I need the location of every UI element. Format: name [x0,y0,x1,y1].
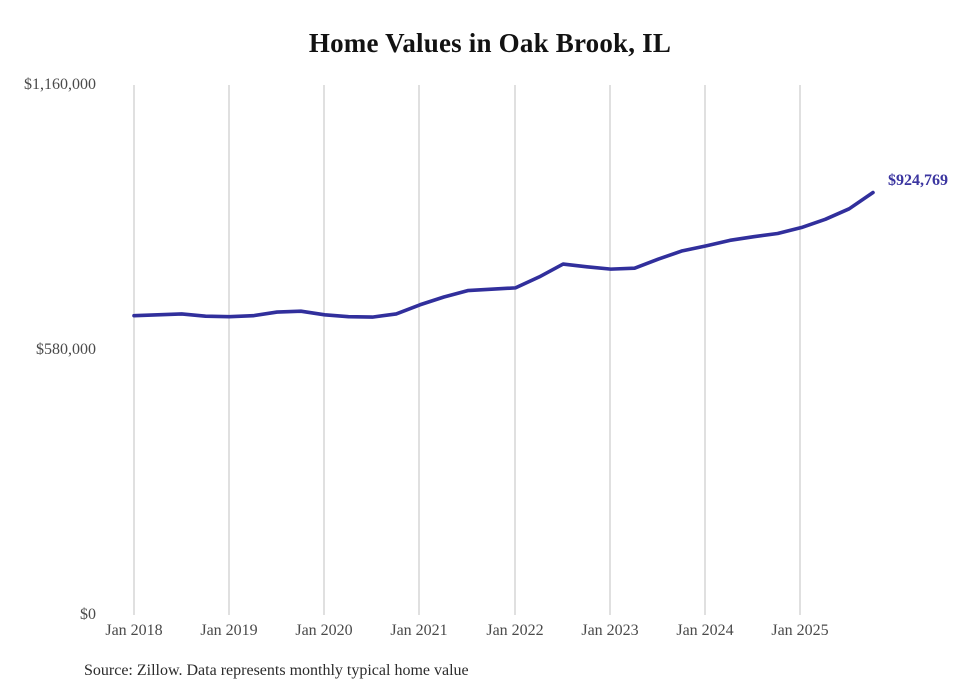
x-tick-jan-2022: Jan 2022 [486,622,544,639]
vertical-gridlines [133,85,801,615]
source-note: Source: Zillow. Data represents monthly … [84,662,469,679]
x-tick-jan-2024: Jan 2024 [676,622,734,639]
y-axis: $1,160,000 $580,000 $0 [0,0,96,699]
y-tick-bottom: $0 [80,606,96,623]
x-tick-jan-2025: Jan 2025 [771,622,829,639]
y-tick-top: $1,160,000 [24,76,96,93]
x-tick-jan-2021: Jan 2021 [390,622,448,639]
x-tick-jan-2023: Jan 2023 [581,622,639,639]
chart-title: Home Values in Oak Brook, IL [308,28,672,58]
x-tick-jan-2020: Jan 2020 [295,622,353,639]
x-tick-jan-2019: Jan 2019 [200,622,258,639]
end-value-annotation: $924,769 [888,172,948,189]
x-tick-jan-2018: Jan 2018 [105,622,163,639]
y-tick-mid: $580,000 [36,341,96,358]
home-value-line [132,190,875,319]
